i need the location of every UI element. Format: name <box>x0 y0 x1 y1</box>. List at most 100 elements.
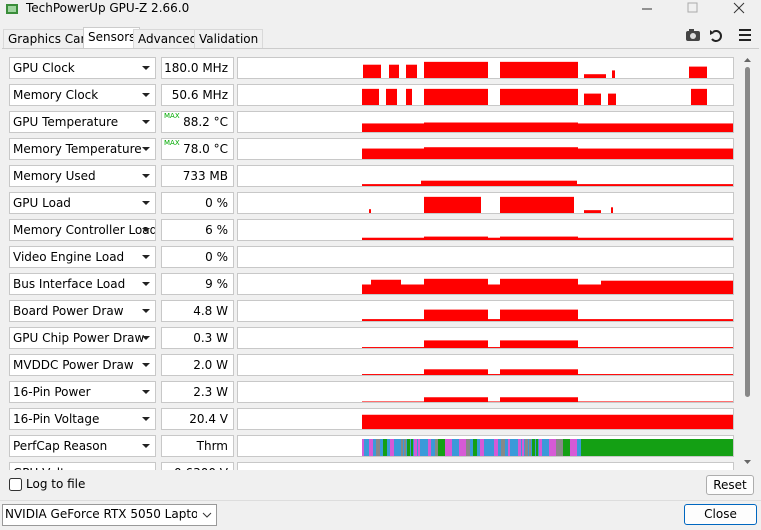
graph-band <box>449 439 452 456</box>
graph-band <box>466 439 470 456</box>
sensor-name-box[interactable]: GPU Clock <box>9 57 156 79</box>
sensor-value-box: 0 % <box>161 192 234 214</box>
checkbox[interactable] <box>9 478 23 492</box>
sensor-name-box[interactable]: GPU Chip Power Draw <box>9 327 156 349</box>
sensor-value-box: 9 % <box>161 273 234 295</box>
sensor-name-box[interactable]: Board Power Draw <box>9 300 156 322</box>
graph-band <box>525 439 528 456</box>
sensor-graph <box>237 84 734 106</box>
scrollbar[interactable] <box>740 54 755 470</box>
graph-band <box>428 439 431 456</box>
graph-plot <box>362 278 733 294</box>
sensor-value-box: 2.3 W <box>161 381 234 403</box>
graph-band <box>421 439 424 456</box>
sensor-name-box[interactable]: GPU Load <box>9 192 156 214</box>
graph-band <box>459 439 463 456</box>
sensor-value: 180.0 MHz <box>164 61 228 75</box>
dropdown-arrow <box>142 282 150 286</box>
sensor-value-box: 0 % <box>161 246 234 268</box>
max-badge: MAX <box>164 139 180 147</box>
sensor-name-box[interactable]: GPU Voltage <box>9 462 156 470</box>
dropdown-arrow <box>142 174 150 178</box>
graph-bar <box>612 70 615 78</box>
sensor-name-box[interactable]: MVDDC Power Draw <box>9 354 156 376</box>
graph-bar <box>406 88 412 105</box>
sensor-graph <box>237 408 734 430</box>
arrow-shape <box>142 174 150 178</box>
sensor-name-box[interactable]: Bus Interface Load <box>9 273 156 295</box>
sensor-value: 0 % <box>205 250 228 264</box>
sensor-value: 2.3 W <box>193 385 228 399</box>
graph-band <box>397 439 401 456</box>
sensor-name-box[interactable]: Memory Clock <box>9 84 156 106</box>
sensor-name-box[interactable]: Video Engine Load <box>9 246 156 268</box>
graph-bar <box>369 209 371 213</box>
graph-band <box>487 439 491 456</box>
sensor-name-box[interactable]: 16-Pin Power <box>9 381 156 403</box>
graph-band <box>414 439 417 456</box>
graph-band <box>438 439 442 456</box>
graph-band <box>404 439 406 456</box>
window-controls[interactable] <box>600 0 761 18</box>
graph-band <box>362 439 364 456</box>
sensor-name-box[interactable]: PerfCap Reason <box>9 435 156 457</box>
graph-bar <box>386 88 397 105</box>
graph-band <box>539 439 542 456</box>
dropdown-arrow <box>142 120 150 124</box>
toolbar-icons[interactable] <box>684 26 756 44</box>
graph-bar <box>363 64 381 78</box>
arrow-shape <box>142 120 150 124</box>
graph-band <box>556 439 560 456</box>
graph-bar <box>584 93 601 105</box>
graph-bar <box>424 369 488 375</box>
tab[interactable]: Advanced <box>133 29 203 49</box>
tab[interactable]: Validation <box>194 29 264 49</box>
graph-bar <box>389 64 399 78</box>
sensor-graph <box>237 57 734 79</box>
tab[interactable]: Sensors <box>83 27 141 49</box>
sensor-value: 4.8 W <box>193 304 228 318</box>
device-name: NVIDIA GeForce RTX 5050 Laptop GPU <box>5 507 197 521</box>
arrow-shape <box>142 228 150 232</box>
graph-bar <box>424 340 488 348</box>
graph-plot <box>363 61 707 78</box>
sensor-name-box[interactable]: Memory Temperature <box>9 138 156 160</box>
log-to-file-label[interactable]: Log to file <box>26 477 86 491</box>
graph-plot <box>362 88 707 105</box>
close-button[interactable]: Close <box>684 504 757 525</box>
arrow-shape <box>142 417 150 421</box>
reset-button[interactable]: Reset <box>706 475 754 495</box>
sensor-graph <box>237 300 734 322</box>
max-badge: MAX <box>164 112 180 120</box>
device-select[interactable]: NVIDIA GeForce RTX 5050 Laptop GPU <box>2 504 217 526</box>
sensor-graph <box>237 327 734 349</box>
sensor-name-box[interactable]: 16-Pin Voltage <box>9 408 156 430</box>
arrow-shape <box>142 255 150 259</box>
graph-band <box>418 439 420 456</box>
graph-band <box>574 439 577 456</box>
graph-bar <box>406 64 417 78</box>
dropdown-arrow <box>142 66 150 70</box>
sensor-name-box[interactable]: Memory Used <box>9 165 156 187</box>
sensor-value: 0.3 W <box>193 331 228 345</box>
graph-band <box>518 439 521 456</box>
tab[interactable]: Graphics Card <box>3 29 98 49</box>
sensor-list: GPU Clock 180.0 MHz Memory Clock 50.6 MHz GP… <box>0 55 740 470</box>
graph-bar <box>500 88 578 105</box>
graph-band <box>376 439 380 456</box>
graph-bar <box>424 122 578 132</box>
sensor-name-box[interactable]: Memory Controller Load <box>9 219 156 241</box>
graph-band <box>463 439 466 456</box>
sensor-name: Memory Controller Load <box>13 223 156 237</box>
arrow-shape <box>142 336 150 340</box>
graph-bar <box>371 279 401 294</box>
sensor-graph <box>237 435 734 457</box>
sensor-graph <box>237 354 734 376</box>
graph-plot <box>362 309 733 321</box>
sensor-name-box[interactable]: GPU Temperature <box>9 111 156 133</box>
graph-band <box>532 439 535 456</box>
sensor-value-box: 180.0 MHz <box>161 57 234 79</box>
graph-band <box>425 439 427 456</box>
sensor-value-box: 88.2 °C MAX <box>161 111 234 133</box>
